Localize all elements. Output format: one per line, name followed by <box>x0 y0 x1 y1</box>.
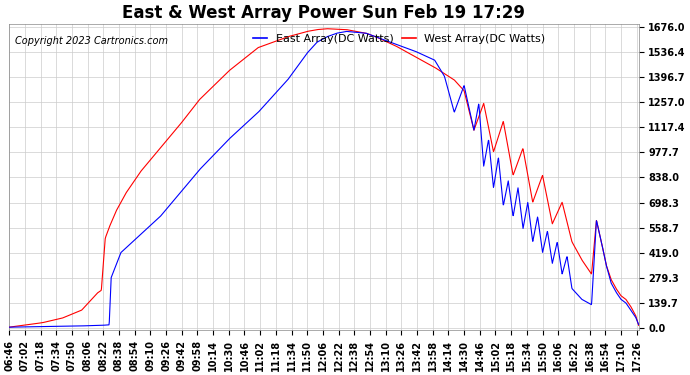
Legend: East Array(DC Watts), West Array(DC Watts): East Array(DC Watts), West Array(DC Watt… <box>249 29 550 48</box>
Text: Copyright 2023 Cartronics.com: Copyright 2023 Cartronics.com <box>15 36 168 46</box>
Title: East & West Array Power Sun Feb 19 17:29: East & West Array Power Sun Feb 19 17:29 <box>122 4 525 22</box>
